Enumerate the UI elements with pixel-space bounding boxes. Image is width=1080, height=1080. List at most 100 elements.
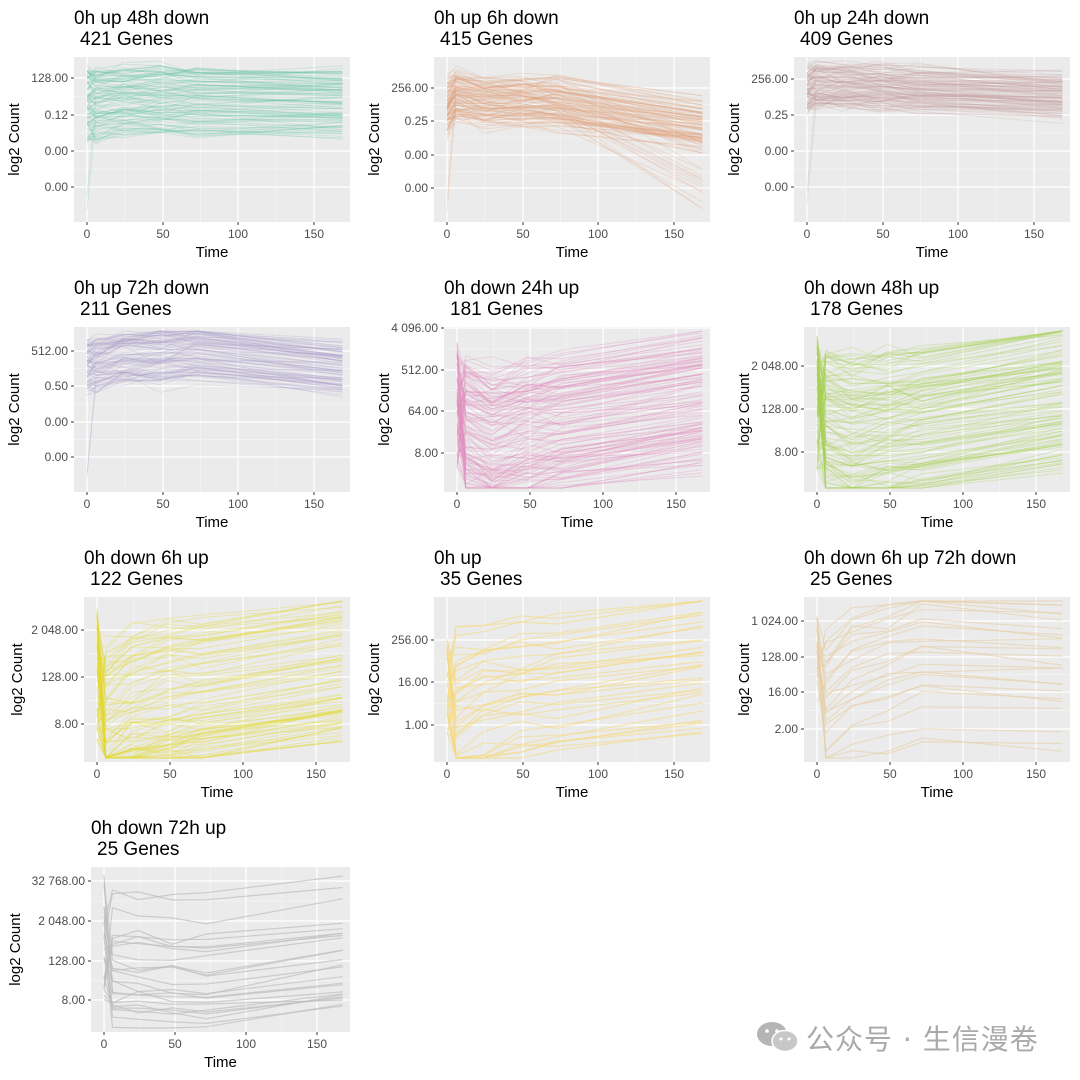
gene-line: [806, 74, 1063, 83]
gene-line: [456, 364, 703, 412]
gene-line: [806, 72, 1063, 87]
gene-line: [456, 427, 703, 472]
gene-line: [816, 442, 1063, 479]
gene-line: [446, 74, 703, 106]
gene-line: [446, 626, 703, 688]
gene-line: [446, 650, 703, 723]
gene-line: [456, 391, 703, 456]
gene-line: [816, 381, 1063, 416]
gene-line: [816, 352, 1063, 407]
gene-line: [806, 66, 1063, 79]
gene-line: [446, 110, 703, 138]
gene-line: [96, 621, 343, 659]
gene-line: [816, 330, 1063, 409]
gene-line: [446, 112, 703, 154]
gene-line: [86, 80, 343, 92]
gene-line: [456, 344, 703, 388]
panel-subtitle: 25 Genes: [810, 569, 892, 590]
gene-line: [96, 665, 343, 743]
gene-line: [816, 645, 1063, 700]
gene-line: [816, 625, 1063, 759]
gene-line: [86, 60, 343, 80]
gene-line: [96, 674, 343, 743]
gene-line: [103, 936, 343, 1029]
gene-line: [816, 369, 1063, 478]
gene-line: [446, 109, 703, 141]
gene-line: [86, 71, 343, 86]
x-tick-label: 0: [814, 497, 821, 511]
y-tick-label: 0.25: [405, 114, 429, 128]
gene-line: [86, 366, 343, 380]
x-tick-label: 50: [523, 497, 537, 511]
x-axis-title: Time: [916, 244, 949, 261]
gene-line: [96, 627, 343, 730]
gene-line: [86, 344, 343, 360]
gene-line: [96, 639, 343, 744]
gene-line: [86, 360, 343, 383]
gene-line: [86, 95, 343, 105]
gene-line: [96, 727, 343, 759]
gene-line: [86, 330, 343, 349]
gene-line: [806, 93, 1063, 101]
x-tick-label: 100: [948, 227, 968, 241]
gene-line: [816, 402, 1063, 446]
gene-line: [86, 93, 343, 111]
gene-line: [816, 344, 1063, 467]
gene-line: [816, 650, 1063, 713]
x-tick-label: 100: [228, 227, 248, 241]
gene-line: [86, 91, 343, 107]
gene-line: [446, 77, 703, 144]
x-tick-label: 50: [156, 497, 170, 511]
gene-line: [96, 685, 343, 759]
gene-line: [816, 410, 1063, 456]
gene-line: [456, 373, 703, 449]
gene-line: [816, 330, 1063, 367]
y-tick-label: 0.00: [45, 450, 69, 464]
gene-line: [446, 68, 703, 102]
gene-line: [86, 330, 343, 347]
gene-line: [86, 345, 343, 366]
gene-line: [86, 87, 343, 98]
y-tick-label: 8.00: [415, 446, 439, 460]
gene-line: [96, 617, 343, 686]
gene-line: [96, 605, 343, 649]
x-tick-label: 0: [94, 767, 101, 781]
panel-5: 0 50 100 150 4 096.00 512.00 64.00 8.00 Time log2…: [376, 278, 710, 531]
gene-line: [806, 99, 1063, 112]
gene-line: [456, 377, 703, 427]
gene-line: [446, 88, 703, 201]
gene-line: [446, 115, 703, 136]
gene-line: [86, 342, 343, 350]
gene-line: [456, 420, 703, 482]
gene-line: [86, 353, 343, 380]
gene-line: [456, 401, 703, 450]
y-tick-label: 0.00: [405, 181, 429, 195]
gene-line: [456, 453, 703, 489]
gene-line: [86, 330, 343, 357]
gene-line: [446, 108, 703, 209]
y-tick-label: 0.00: [45, 180, 69, 194]
gene-line: [86, 123, 343, 132]
gene-line: [446, 74, 703, 110]
gene-line: [446, 107, 703, 143]
gene-line: [456, 379, 703, 475]
gene-line: [456, 363, 703, 437]
gene-line: [456, 351, 703, 468]
gene-line: [806, 105, 1063, 116]
watermark: 公众号 · 生信漫卷: [756, 1016, 1056, 1060]
gene-line: [446, 86, 703, 177]
gene-line: [86, 99, 343, 119]
gene-line: [456, 367, 703, 414]
gene-line: [806, 90, 1063, 117]
gene-line: [456, 424, 703, 482]
gene-line: [456, 393, 703, 489]
panel-title: 0h up 48h down: [74, 8, 209, 29]
gene-line: [96, 660, 343, 731]
y-tick-label: 64.00: [408, 404, 438, 418]
gene-line: [86, 366, 343, 477]
gene-line: [86, 122, 343, 141]
x-tick-label: 150: [304, 227, 324, 241]
gene-line: [96, 608, 343, 759]
panel-title: 0h up: [434, 548, 482, 569]
x-tick-label: 0: [101, 1037, 108, 1051]
